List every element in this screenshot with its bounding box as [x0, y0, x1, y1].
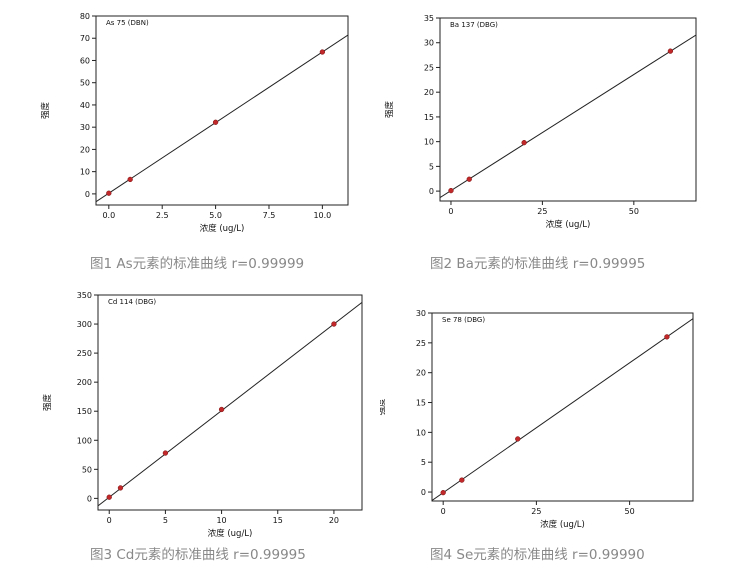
- fit-line-as: [96, 34, 348, 203]
- data-point-cd: [106, 494, 112, 500]
- data-point-se: [440, 489, 446, 496]
- y-tick-label-as: 0: [85, 190, 90, 199]
- fit-line-se: [432, 318, 693, 501]
- y-tick-label-cd: 100: [77, 436, 92, 445]
- x-tick-label-ba: 25: [537, 207, 547, 216]
- x-axis-label-ba: 浓度 (ug/L): [546, 219, 591, 230]
- y-tick-label-cd: 50: [82, 465, 92, 474]
- y-tick-label-ba: 25: [424, 63, 434, 72]
- caption-ba: 图2 Ba元素的标准曲线 r=0.99995: [430, 256, 646, 272]
- y-tick-label-cd: 300: [77, 320, 92, 329]
- x-tick-label-ba: 50: [629, 207, 639, 216]
- y-tick-label-as: 80: [80, 12, 90, 21]
- y-tick-label-se: 0: [421, 488, 426, 497]
- chart-title-ba: Ba 137 (DBG): [450, 21, 498, 29]
- fit-line-cd: [98, 302, 362, 507]
- x-axis-label-se: 浓度 (ug/L): [540, 519, 585, 530]
- caption-cd: 图3 Cd元素的标准曲线 r=0.99995: [90, 547, 306, 563]
- y-tick-label-cd: 200: [77, 378, 92, 387]
- data-point-ba: [521, 139, 527, 146]
- x-tick-label-as: 0.0: [102, 211, 115, 220]
- x-tick-label-cd: 10: [216, 516, 226, 525]
- plot-frame-se: [431, 312, 694, 502]
- x-tick-label-as: 5.0: [209, 211, 222, 220]
- x-tick-label-se: 50: [625, 507, 635, 516]
- plot-frame-ba: [439, 17, 697, 202]
- y-tick-label-se: 15: [416, 399, 426, 408]
- x-tick-label-ba: 0: [448, 207, 453, 216]
- data-point-ba: [448, 187, 454, 194]
- y-tick-label-ba: 35: [424, 14, 434, 23]
- y-tick-label-cd: 0: [87, 494, 92, 503]
- chart-se-calibration: 0 25 50 0 5 10 15 20 25 30 Se 78 (DBG) 浓度 (ug/L) 强度: [380, 309, 694, 530]
- y-tick-label-ba: 30: [424, 39, 434, 48]
- x-axis-label-cd: 浓度 (ug/L): [208, 528, 253, 539]
- y-tick-label-cd: 250: [77, 349, 92, 358]
- x-tick-label-cd: 0: [107, 516, 112, 525]
- fit-line-ba: [440, 34, 696, 199]
- data-point-as: [319, 49, 326, 55]
- data-point-as: [212, 119, 219, 125]
- data-point-as: [106, 190, 112, 196]
- y-tick-label-as: 40: [80, 101, 90, 110]
- chart-ba-calibration: 0 25 50 0 5 10 15 20 25 30 35 Ba 137 (DBG) 浓度 (ug/L)…: [384, 14, 697, 230]
- data-point-cd: [117, 485, 124, 491]
- y-tick-label-se: 25: [416, 339, 426, 348]
- x-tick-label-se: 0: [441, 507, 446, 516]
- chart-as-calibration: 0.0 2.5 5.0 7.5 10.0 0 10 20 30 40 50 60 70 80 As 75 (…: [40, 12, 349, 234]
- x-tick-label-as: 2.5: [156, 211, 169, 220]
- data-point-as: [127, 176, 133, 183]
- y-tick-label-se: 10: [416, 428, 426, 437]
- chart-title-as: As 75 (DBN): [106, 19, 149, 27]
- y-tick-label-se: 5: [421, 458, 426, 467]
- y-tick-label-ba: 20: [424, 88, 434, 97]
- x-tick-label-cd: 20: [329, 516, 339, 525]
- y-tick-label-ba: 5: [429, 162, 434, 171]
- y-tick-label-as: 10: [80, 168, 90, 177]
- y-tick-label-ba: 0: [429, 187, 434, 196]
- data-point-se: [459, 477, 465, 483]
- plot-frame-as: [95, 15, 349, 206]
- plot-frame-cd: [97, 294, 363, 511]
- x-tick-label-as: 7.5: [263, 211, 276, 220]
- data-point-cd: [218, 406, 225, 413]
- chart-title-se: Se 78 (DBG): [442, 316, 485, 324]
- y-tick-label-as: 70: [80, 34, 90, 43]
- caption-as: 图1 As元素的标准曲线 r=0.99999: [90, 256, 305, 272]
- y-tick-label-as: 20: [80, 145, 90, 154]
- x-tick-label-se: 25: [531, 507, 541, 516]
- x-tick-label-as: 10.0: [313, 211, 331, 220]
- y-tick-label-cd: 350: [77, 291, 92, 300]
- y-tick-label-ba: 15: [424, 113, 434, 122]
- data-point-cd: [162, 450, 169, 456]
- y-tick-label-as: 50: [80, 79, 90, 88]
- data-point-ba: [466, 176, 472, 182]
- caption-se: 图4 Se元素的标准曲线 r=0.99990: [430, 547, 645, 563]
- y-axis-label-se: 强度: [380, 398, 387, 416]
- chart-title-cd: Cd 114 (DBG): [108, 298, 156, 306]
- data-point-se: [664, 334, 670, 340]
- data-point-ba: [667, 48, 674, 54]
- x-tick-label-cd: 5: [163, 516, 168, 525]
- y-tick-label-se: 20: [416, 369, 426, 378]
- y-tick-label-cd: 150: [77, 407, 92, 416]
- y-tick-label-as: 30: [80, 123, 90, 132]
- y-axis-label-cd: 强度: [42, 394, 53, 412]
- y-axis-label-ba: 强度: [384, 101, 395, 119]
- y-axis-label-as: 强度: [40, 102, 51, 120]
- y-tick-label-as: 60: [80, 56, 90, 65]
- x-tick-label-cd: 15: [273, 516, 283, 525]
- y-tick-label-ba: 10: [424, 138, 434, 147]
- data-point-se: [515, 436, 521, 442]
- y-tick-label-se: 30: [416, 309, 426, 318]
- x-axis-label-as: 浓度 (ug/L): [200, 223, 245, 234]
- data-point-cd: [331, 321, 337, 327]
